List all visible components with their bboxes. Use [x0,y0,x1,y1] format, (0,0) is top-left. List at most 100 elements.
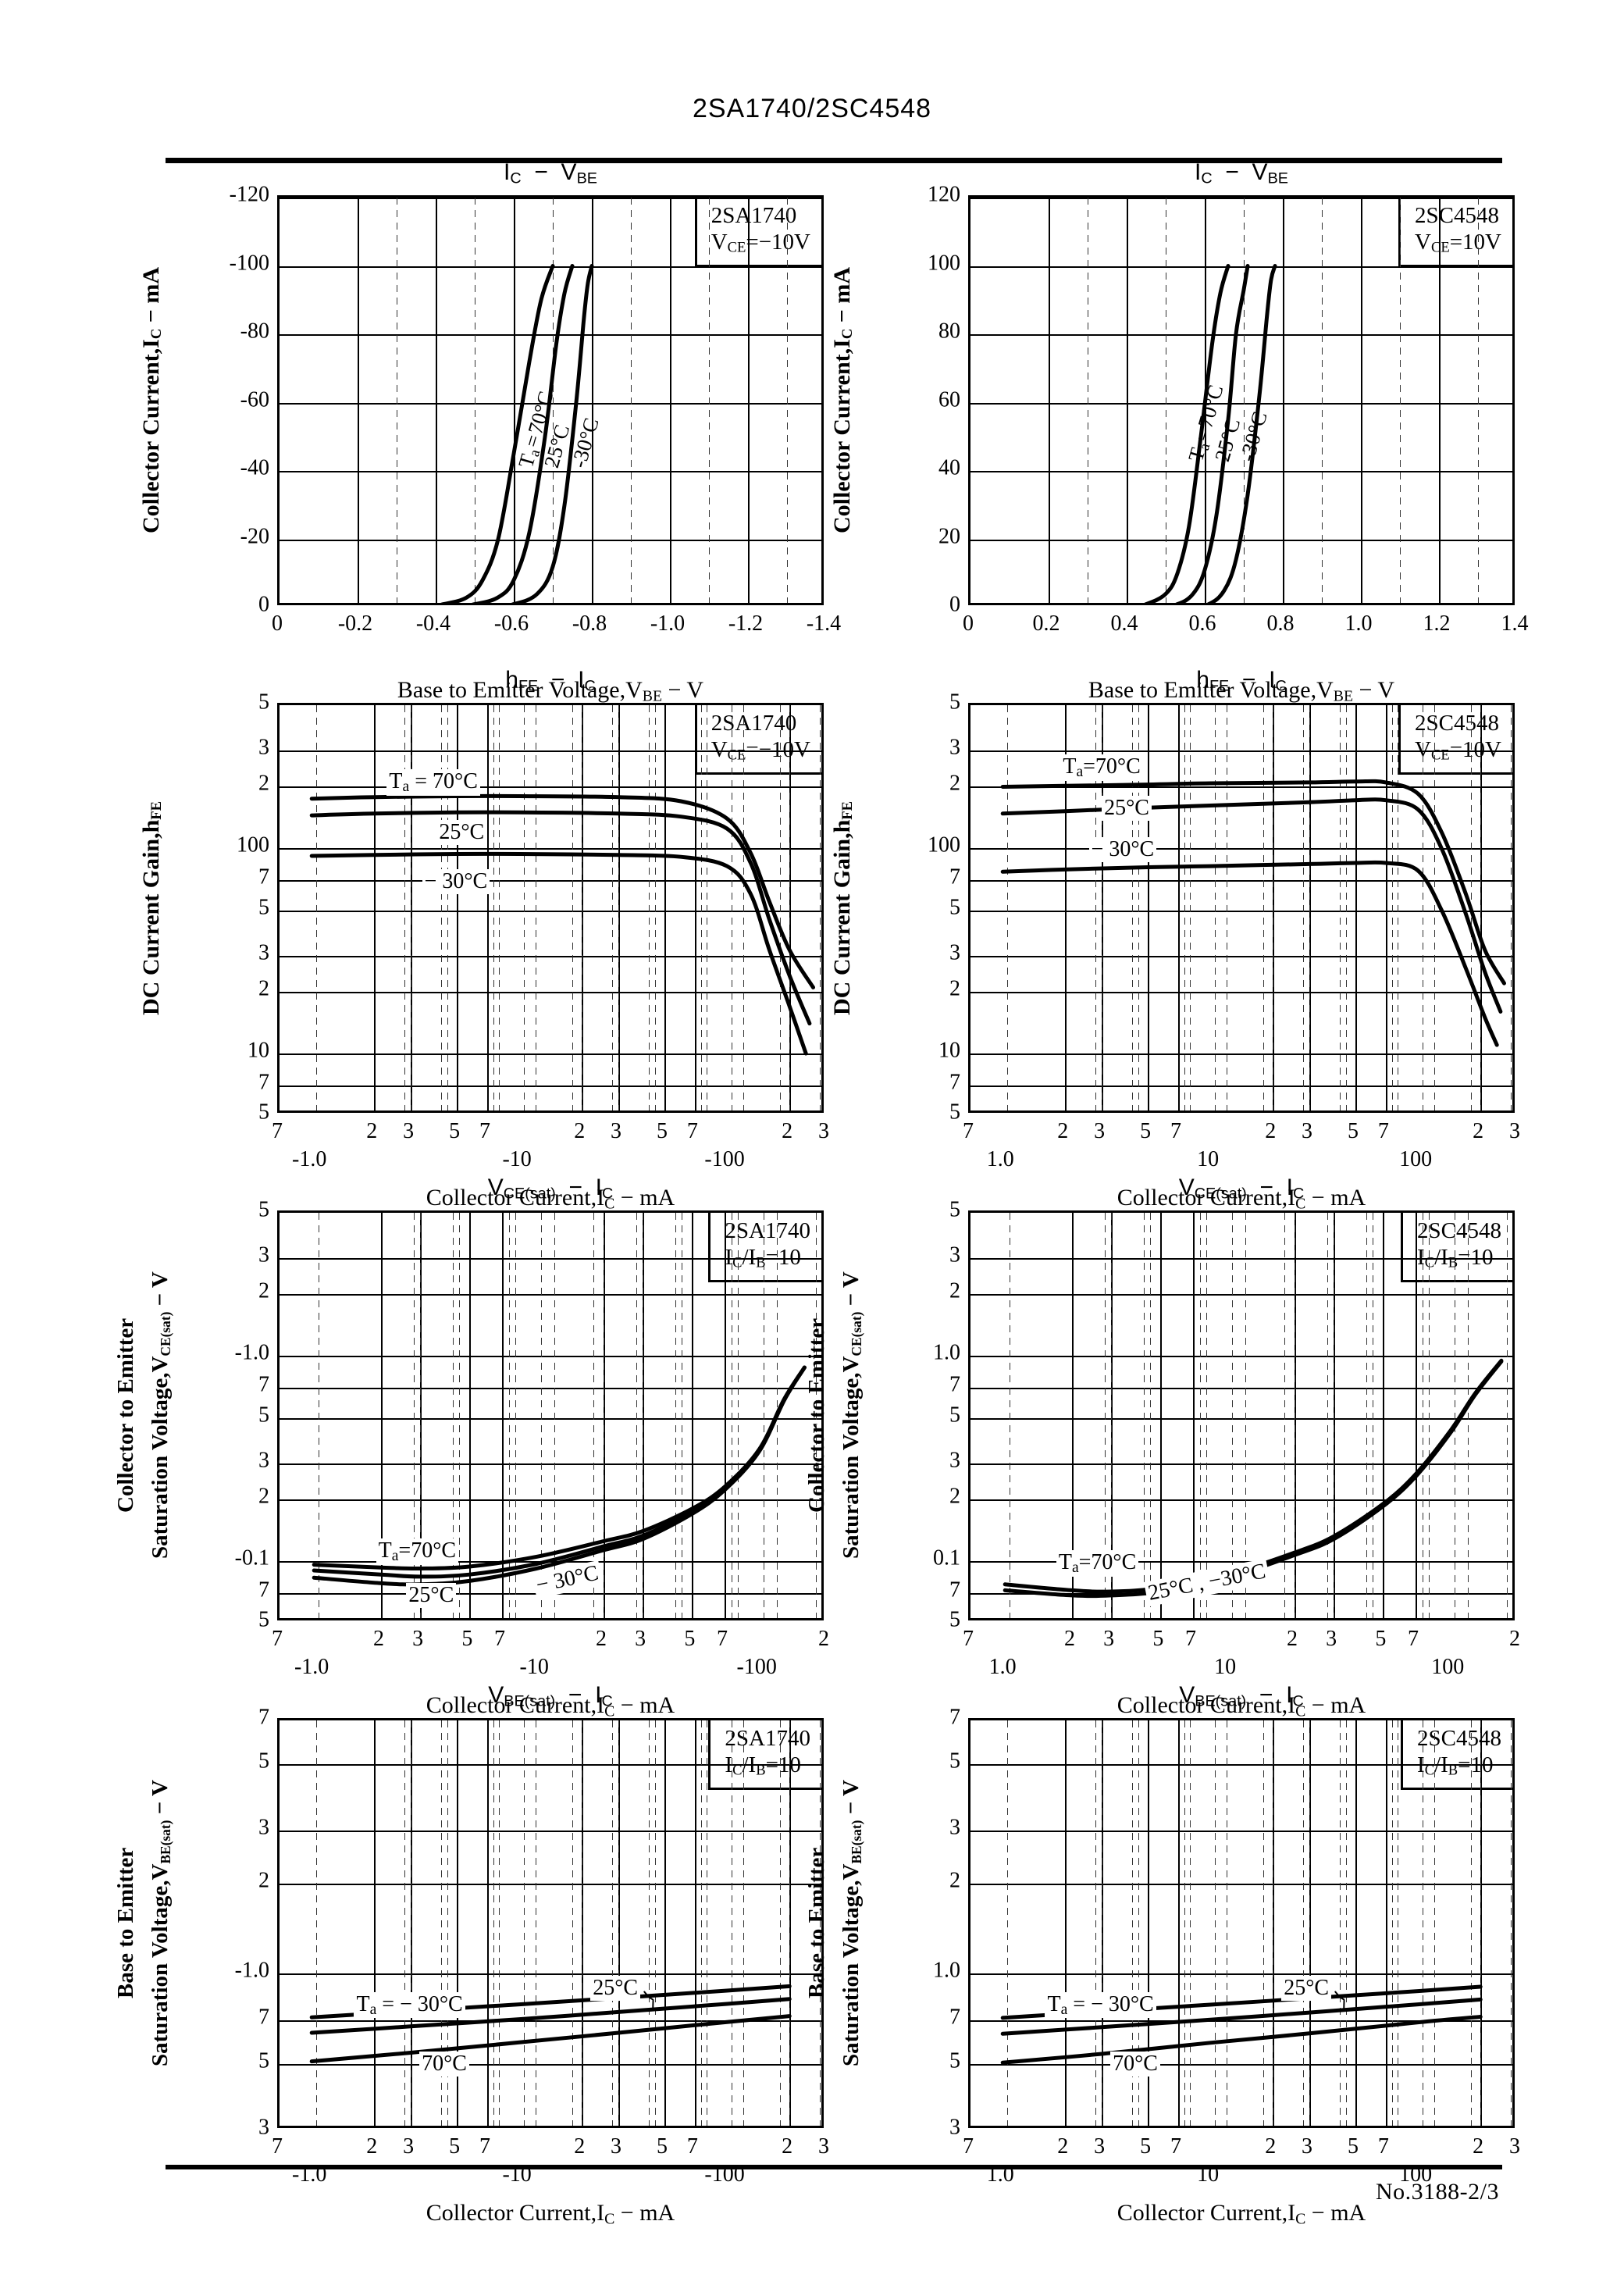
curve-label: 25°C [590,1975,641,2001]
x-tick-label: 2 [595,1627,607,1651]
curve-label: 70°C [419,2052,469,2077]
y-tick-label: 1.0 [933,1958,960,1983]
curve-layer [440,264,594,603]
y-tick-label: 7 [949,1577,960,1602]
y-tick-label: 5 [258,1100,269,1125]
x-tick-label: 100 [1431,1655,1465,1679]
y-tick-label: 3 [258,1815,269,1840]
x-tick-label: 3 [403,1119,415,1143]
y-tick-label: 2 [949,1484,960,1509]
x-tick-label: 2 [818,1627,829,1651]
curve-label: 25°C [406,1583,457,1609]
x-tick-label: 3 [1509,2134,1520,2159]
x-axis-label: Collector Current,IC − mA [426,1692,675,1720]
x-tick-label: 3 [1302,1119,1313,1143]
x-tick-label: 2 [1057,2134,1069,2159]
chart-title: hFE − IC [505,667,596,695]
x-tick-label: 7 [1185,1627,1197,1651]
x-tick-label: 3 [818,1119,829,1143]
y-tick-label: 1.0 [933,1340,960,1365]
curve-label: Ta = 70°C [386,769,480,797]
condition-legend: 2SC4548VCE=10V [1398,198,1512,267]
x-tick-label: 0.6 [1188,611,1216,636]
x-tick-label: 2 [1473,2134,1484,2159]
curve-label: Ta=70°C [376,1538,459,1565]
y-tick-label: 7 [258,2005,269,2030]
y-tick-label: 20 [938,523,960,548]
x-tick-label: 7 [1408,1627,1419,1651]
data-curve [1000,2015,1483,2065]
x-tick-label: 2 [366,1119,378,1143]
x-tick-label: 3 [412,1627,424,1651]
curve-layer [643,1991,654,2011]
x-tick-label: -1.0 [650,611,686,636]
y-tick-label: 5 [949,1607,960,1632]
y-tick-label: 80 [938,319,960,344]
x-tick-label: 100 [1399,1147,1433,1171]
x-tick-label: -0.2 [337,611,373,636]
x-tick-label: 3 [1326,1627,1337,1651]
y-axis-label-line1: Base to Emitter [113,1847,138,1999]
y-tick-label: -0.1 [234,1545,269,1570]
y-tick-label: 5 [949,1197,960,1222]
x-tick-label: 5 [461,1627,473,1651]
y-axis-label-line2: Saturation Voltage,VBE(sat) − V [839,1780,864,2066]
y-tick-label: 7 [258,1705,269,1730]
x-axis-label: Collector Current,IC − mA [1116,1185,1366,1213]
y-axis-label-line1: Collector to Emitter [804,1317,829,1513]
x-tick-label: 1.2 [1423,611,1451,636]
y-tick-label: -60 [240,387,269,412]
x-tick-label: 5 [657,2134,668,2159]
x-tick-label: 3 [611,2134,622,2159]
x-tick-label: 2 [1509,1627,1520,1651]
x-tick-label: 5 [1140,2134,1152,2159]
x-tick-label: -10 [502,1147,532,1171]
y-tick-label: 100 [928,832,960,857]
x-tick-label: 3 [1302,2134,1313,2159]
data-curve [309,810,812,1026]
y-tick-label: 7 [258,1070,269,1095]
device-name: 2SC4548 [1415,203,1500,228]
curve-label: − 30°C [1088,837,1157,863]
page-footer: No.3188-2/3 [1376,2179,1499,2205]
data-curve [1003,1360,1504,1599]
curve-label: 25°C [1102,795,1152,821]
x-tick-label: 0 [963,611,974,636]
y-tick-label: 3 [258,735,269,760]
x-tick-label: 7 [1377,2134,1389,2159]
y-tick-label: -1.0 [234,1958,269,1983]
y-tick-label: 7 [949,864,960,889]
y-tick-label: 5 [949,690,960,715]
device-name: 2SA1740 [725,1726,810,1751]
x-tick-label: 7 [479,1119,490,1143]
y-tick-label: 7 [949,1372,960,1397]
x-tick-label: -0.8 [572,611,607,636]
y-tick-label: 3 [949,735,960,760]
x-tick-label: 3 [635,1627,646,1651]
y-tick-label: 2 [258,1278,269,1303]
x-tick-label: 7 [272,2134,283,2159]
y-tick-label: 3 [258,2115,269,2140]
y-tick-label: 2 [949,976,960,1001]
y-axis-label: Collector Current,IC − mA [829,266,856,534]
y-tick-label: 100 [928,250,960,275]
y-tick-label: 7 [258,1372,269,1397]
data-curve [309,793,815,989]
x-axis-label: Collector Current,IC − mA [1116,1692,1366,1720]
y-tick-label: 3 [949,1448,960,1473]
x-tick-label: 3 [403,2134,415,2159]
x-tick-label: 5 [1375,1627,1387,1651]
x-tick-label: 5 [1152,1627,1164,1651]
plot-area: 2SA1740IC/IB=10 Ta = − 30°C 25°C 70°C [277,1718,824,2128]
data-curve [1144,264,1230,603]
y-tick-label: 5 [258,1402,269,1427]
data-curve [1175,264,1250,603]
x-tick-label: -100 [736,1655,777,1679]
x-tick-label: 1.0 [1344,611,1373,636]
x-tick-label: 7 [963,2134,974,2159]
y-tick-label: 10 [248,1038,269,1063]
data-curve [1000,779,1506,986]
